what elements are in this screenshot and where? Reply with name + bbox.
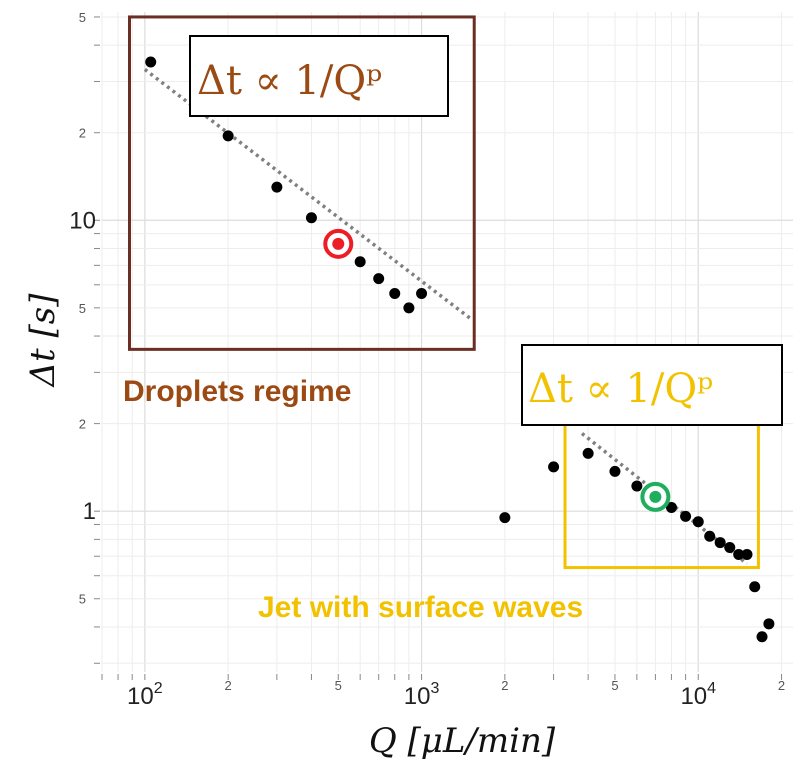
x-tick-label: 102 xyxy=(127,680,163,710)
x-tick-label: 104 xyxy=(680,680,716,710)
data-point xyxy=(499,512,511,524)
data-point xyxy=(145,56,157,68)
data-point xyxy=(305,212,317,224)
y-tick-label: 1 xyxy=(83,498,96,525)
y-tick-label: 2 xyxy=(79,417,86,432)
jet-regime-label: Jet with surface waves xyxy=(258,591,583,624)
data-point xyxy=(631,480,643,492)
x-tick-label: 103 xyxy=(404,680,440,710)
law-text: Δt ∝ 1/Qᵖ xyxy=(528,366,713,412)
droplets-regime-label: Droplets regime xyxy=(123,375,351,408)
data-point xyxy=(582,447,594,459)
x-tick-label: 2 xyxy=(501,678,508,693)
droplets-law-box xyxy=(189,35,449,117)
data-point xyxy=(416,288,428,300)
data-point xyxy=(403,302,415,314)
axis-ticks: 102 103 104 2 5 2 5 2 1 10 5 2 5 2 5 xyxy=(69,10,785,710)
y-axis-title: Δt [s] xyxy=(23,293,63,389)
data-point xyxy=(389,288,401,300)
droplets-region-box xyxy=(127,15,476,351)
data-point xyxy=(692,516,704,528)
data-point xyxy=(714,537,726,549)
data-point xyxy=(609,465,621,477)
data-point xyxy=(354,256,366,268)
fit-line xyxy=(143,68,472,320)
data-point xyxy=(741,548,753,560)
data-point xyxy=(724,542,736,554)
x-tick-label: 2 xyxy=(778,678,785,693)
data-point xyxy=(665,501,677,513)
data-point xyxy=(548,461,560,473)
y-tick-label: 5 xyxy=(79,592,86,607)
data-point xyxy=(704,530,716,542)
y-tick-label: 5 xyxy=(79,301,86,316)
axis-titles: Q [μL/min] Δt [s] xyxy=(23,293,556,761)
data-points xyxy=(145,56,775,643)
highlighted-point xyxy=(649,490,662,503)
x-tick-label: 5 xyxy=(611,678,618,693)
grid xyxy=(101,12,793,672)
x-tick-label: 2 xyxy=(225,678,232,693)
data-point xyxy=(680,510,692,522)
data-point xyxy=(373,273,385,285)
jet-law-box xyxy=(521,344,783,426)
data-point xyxy=(733,548,745,560)
data-point xyxy=(271,181,283,193)
y-tick-label: 5 xyxy=(79,10,86,25)
regime-boxes: Δt ∝ 1/Qᵖ Droplets regime Δt ∝ 1/Qᵖ Jet wit… xyxy=(123,15,783,624)
data-point xyxy=(222,130,234,142)
data-point xyxy=(749,581,761,593)
x-tick-label: 5 xyxy=(335,678,342,693)
data-point xyxy=(763,618,775,630)
y-tick-label: 10 xyxy=(69,207,96,234)
highlighted-point xyxy=(332,237,345,250)
x-axis-title: Q [μL/min] xyxy=(369,721,556,761)
data-point xyxy=(756,631,768,643)
y-tick-label: 2 xyxy=(79,126,86,141)
law-text: Δt ∝ 1/Qᵖ xyxy=(197,58,382,104)
